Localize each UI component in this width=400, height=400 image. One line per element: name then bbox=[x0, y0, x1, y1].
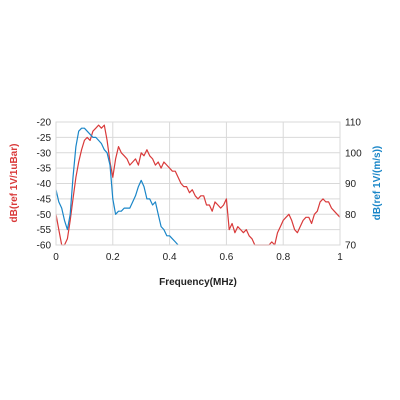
plot-frame bbox=[55, 121, 341, 246]
series-group bbox=[55, 124, 341, 246]
x-tick-label: 0.8 bbox=[276, 252, 290, 263]
left-y-tick-label: -50 bbox=[37, 210, 52, 221]
left-y-tick-label: -30 bbox=[37, 148, 52, 159]
x-tick-label: 1 bbox=[337, 252, 343, 263]
x-tick-labels: 0 0.2 0.4 0.6 0.8 1 bbox=[53, 252, 343, 263]
left-y-tick-label: -55 bbox=[37, 225, 52, 236]
left-y-tick-labels: -20 -25 -30 -35 -40 -45 -50 -55 -60 bbox=[37, 118, 52, 252]
left-axis-series-line bbox=[55, 124, 341, 246]
right-y-tick-label: 70 bbox=[345, 241, 357, 252]
right-y-axis-label: dB(ref 1V/(m/s)) bbox=[372, 146, 383, 220]
left-y-tick-label: -20 bbox=[37, 118, 52, 129]
x-axis-label: Frequency(MHz) bbox=[159, 277, 237, 288]
right-y-tick-labels: 110 100 90 80 70 bbox=[345, 118, 362, 252]
left-y-tick-label: -35 bbox=[37, 164, 52, 175]
left-y-tick-label: -45 bbox=[37, 194, 52, 205]
left-y-tick-label: -40 bbox=[37, 179, 52, 190]
left-y-axis-label: dB(ref 1V/1uBar) bbox=[9, 144, 20, 223]
right-y-tick-label: 110 bbox=[345, 118, 361, 129]
right-axis-series-line bbox=[55, 127, 179, 246]
x-tick-label: 0.4 bbox=[163, 252, 177, 263]
x-tick-label: 0 bbox=[53, 252, 59, 263]
left-y-tick-label: -60 bbox=[37, 241, 52, 252]
right-y-tick-label: 80 bbox=[345, 210, 357, 221]
left-y-tick-label: -25 bbox=[37, 133, 52, 144]
right-y-tick-label: 90 bbox=[345, 179, 357, 190]
x-tick-label: 0.6 bbox=[219, 252, 233, 263]
right-y-tick-label: 100 bbox=[345, 148, 362, 159]
x-tick-label: 0.2 bbox=[106, 252, 120, 263]
